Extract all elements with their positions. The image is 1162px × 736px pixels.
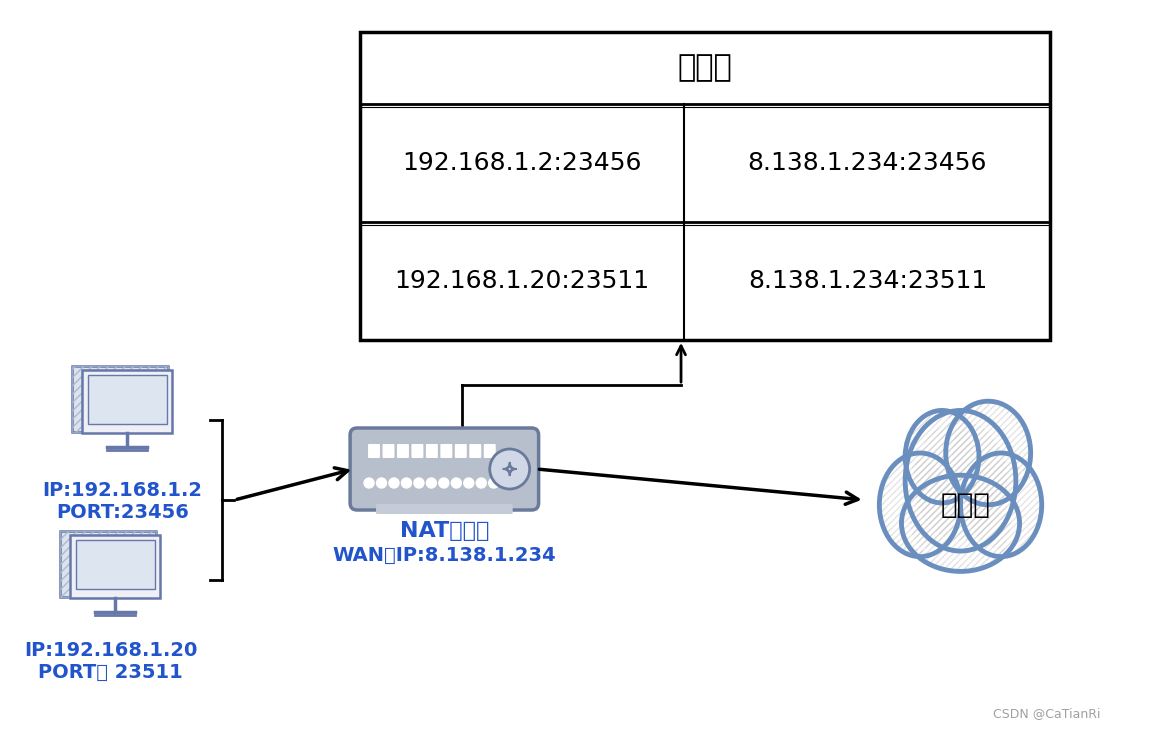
Polygon shape — [72, 366, 167, 431]
Circle shape — [401, 478, 411, 488]
Text: NAT服务器: NAT服务器 — [400, 521, 489, 541]
FancyBboxPatch shape — [397, 444, 409, 458]
Polygon shape — [71, 535, 160, 598]
FancyBboxPatch shape — [76, 539, 155, 590]
FancyBboxPatch shape — [87, 375, 166, 425]
Ellipse shape — [967, 461, 1035, 549]
Ellipse shape — [905, 411, 1016, 551]
Ellipse shape — [885, 461, 954, 549]
Circle shape — [414, 478, 424, 488]
Circle shape — [376, 478, 387, 488]
FancyBboxPatch shape — [376, 504, 512, 514]
Circle shape — [476, 478, 486, 488]
Circle shape — [389, 478, 399, 488]
Text: IP:192.168.1.20: IP:192.168.1.20 — [24, 640, 198, 659]
Circle shape — [426, 478, 437, 488]
Text: 192.168.1.20:23511: 192.168.1.20:23511 — [395, 269, 650, 293]
Ellipse shape — [961, 453, 1041, 556]
Text: 映射表: 映射表 — [677, 54, 732, 82]
Circle shape — [451, 478, 461, 488]
Circle shape — [439, 478, 449, 488]
FancyBboxPatch shape — [382, 444, 394, 458]
Text: 广域网: 广域网 — [940, 491, 990, 519]
Circle shape — [489, 449, 530, 489]
Text: CSDN @CaTianRi: CSDN @CaTianRi — [992, 707, 1100, 720]
Text: PORT： 23511: PORT： 23511 — [38, 662, 184, 682]
Ellipse shape — [913, 421, 1007, 540]
FancyBboxPatch shape — [469, 444, 481, 458]
Text: 192.168.1.2:23456: 192.168.1.2:23456 — [402, 151, 643, 175]
Circle shape — [489, 478, 498, 488]
Circle shape — [464, 478, 474, 488]
FancyBboxPatch shape — [454, 444, 467, 458]
Circle shape — [364, 478, 374, 488]
FancyBboxPatch shape — [360, 32, 1050, 340]
Ellipse shape — [952, 409, 1024, 497]
FancyBboxPatch shape — [483, 444, 496, 458]
Text: 8.138.1.234:23511: 8.138.1.234:23511 — [748, 269, 987, 293]
Ellipse shape — [946, 401, 1031, 505]
Ellipse shape — [902, 475, 1019, 571]
FancyBboxPatch shape — [426, 444, 438, 458]
FancyBboxPatch shape — [411, 444, 423, 458]
Text: 8.138.1.234:23456: 8.138.1.234:23456 — [747, 151, 988, 175]
Ellipse shape — [905, 411, 978, 503]
FancyBboxPatch shape — [368, 444, 380, 458]
Ellipse shape — [880, 453, 961, 556]
Text: WAN口IP:8.138.1.234: WAN口IP:8.138.1.234 — [332, 545, 557, 565]
Polygon shape — [83, 370, 172, 434]
Ellipse shape — [910, 482, 1011, 565]
Ellipse shape — [911, 417, 974, 496]
Polygon shape — [59, 531, 156, 597]
Text: PORT:23456: PORT:23456 — [56, 503, 189, 522]
Text: IP:192.168.1.2: IP:192.168.1.2 — [43, 481, 202, 500]
FancyBboxPatch shape — [350, 428, 539, 510]
FancyBboxPatch shape — [440, 444, 452, 458]
